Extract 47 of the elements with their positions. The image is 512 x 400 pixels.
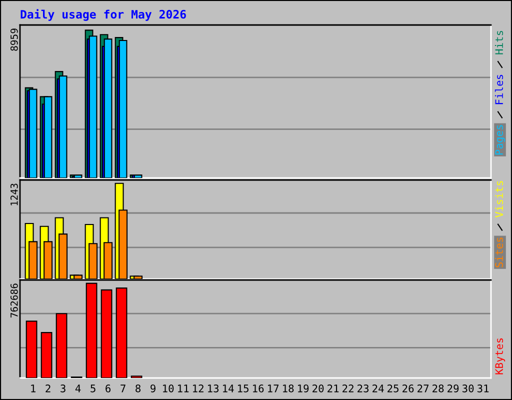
x-tick-label: 24 — [372, 384, 384, 392]
text: Hits — [494, 30, 504, 54]
x-tick-label: 15 — [238, 384, 248, 392]
text: 8959 — [10, 28, 18, 51]
x-tick-label: 2 — [46, 384, 50, 392]
x-tick-label: 16 — [253, 384, 264, 392]
bar — [116, 288, 128, 378]
text: Sites — [494, 238, 504, 268]
text: 762686 — [10, 284, 18, 318]
text: Visits — [494, 181, 504, 218]
x-tick-label: 22 — [342, 384, 354, 392]
x-tick-label: 17 — [268, 384, 279, 392]
x-tick-label: 3 — [60, 384, 66, 392]
bar — [86, 282, 98, 378]
x-tick-label: 23 — [358, 384, 369, 392]
x-tick-label: 18 — [283, 384, 294, 392]
x-tick-label: 13 — [208, 384, 219, 392]
x-tick-label: 19 — [298, 384, 309, 392]
bar — [56, 313, 68, 378]
bar — [100, 289, 112, 378]
chart-title: Daily usage for May 2026 — [20, 9, 186, 21]
x-tick-label: 14 — [223, 384, 234, 392]
x-tick-label: 12 — [193, 384, 204, 392]
x-tick-label: 4 — [75, 384, 81, 392]
bar — [40, 332, 52, 378]
x-tick-label: 5 — [90, 384, 96, 392]
x-tick-label: 11 — [178, 384, 189, 392]
x-tick-label: 20 — [312, 384, 324, 392]
text: KBytes — [495, 338, 506, 374]
legend-label: Pages — [495, 125, 506, 154]
legend-label: Files — [494, 74, 504, 104]
x-tick-label: 28 — [432, 384, 444, 392]
x-tick-label: 10 — [163, 384, 174, 392]
x-tick-label: 30 — [462, 384, 474, 392]
bar — [26, 320, 38, 378]
x-tick-label: 6 — [106, 384, 111, 392]
x-tick-label: 26 — [402, 384, 414, 392]
x-tick-label: 29 — [448, 384, 459, 392]
x-tick-label: 8 — [136, 384, 141, 392]
x-tick-label: 1 — [31, 384, 36, 392]
x-tick-label: 7 — [120, 384, 126, 392]
x-tick-label: 25 — [388, 384, 398, 392]
x-tick-label: 31 — [477, 384, 489, 392]
x-tick-label: 9 — [150, 384, 156, 392]
x-tick-label: 21 — [328, 384, 339, 392]
text: 1243 — [10, 184, 18, 206]
x-tick-label: 27 — [418, 384, 429, 392]
